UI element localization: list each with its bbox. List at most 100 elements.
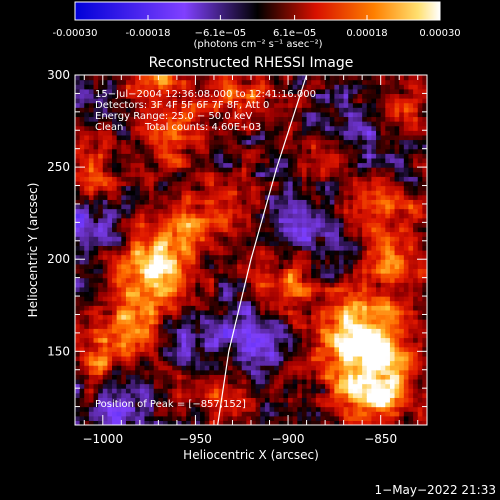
heatmap-cell — [232, 388, 238, 394]
heatmap-cell — [125, 319, 132, 325]
heatmap-cell — [357, 296, 363, 302]
heatmap-cell — [195, 130, 201, 136]
heatmap-cell — [158, 346, 164, 352]
heatmap-cell — [348, 355, 354, 362]
heatmap-cell — [213, 190, 220, 196]
heatmap-cell — [255, 332, 261, 339]
heatmap-cell — [98, 167, 104, 173]
heatmap-cell — [75, 273, 81, 279]
heatmap-cell — [255, 319, 261, 325]
heatmap-cell — [306, 351, 312, 357]
heatmap-cell — [172, 254, 178, 260]
heatmap-cell — [139, 397, 146, 403]
heatmap-cell — [260, 167, 266, 173]
heatmap-cell — [315, 401, 322, 408]
heatmap-cell — [325, 125, 331, 131]
heatmap-cell — [292, 282, 298, 288]
heatmap-cell — [107, 411, 113, 417]
heatmap-cell — [283, 378, 289, 385]
heatmap-cell — [102, 406, 109, 412]
heatmap-cell — [227, 231, 234, 237]
heatmap-cell — [352, 309, 359, 316]
heatmap-cell — [149, 406, 155, 412]
heatmap-cell — [264, 79, 271, 85]
heatmap-cell — [190, 250, 197, 256]
heatmap-cell — [237, 208, 243, 214]
heatmap-cell — [283, 180, 289, 187]
heatmap-cell — [278, 388, 285, 394]
heatmap-cell — [264, 378, 271, 385]
heatmap-cell — [283, 420, 289, 425]
heatmap-cell — [135, 388, 141, 394]
heatmap-cell — [121, 139, 127, 145]
heatmap-cell — [88, 420, 95, 425]
heatmap-cell — [195, 365, 201, 371]
heatmap-cell — [204, 268, 210, 274]
heatmap-cell — [325, 360, 331, 366]
heatmap-cell — [200, 291, 206, 297]
heatmap-cell — [352, 259, 359, 265]
heatmap-cell — [125, 309, 132, 316]
heatmap-cell — [227, 88, 234, 95]
heatmap-cell — [153, 84, 159, 90]
heatmap-cell — [260, 98, 266, 104]
heatmap-cell — [274, 282, 280, 288]
heatmap-cell — [376, 291, 382, 297]
heatmap-cell — [339, 107, 345, 113]
heatmap-cell — [357, 111, 363, 118]
heatmap-cell — [213, 208, 220, 214]
heatmap-cell — [311, 226, 317, 233]
heatmap-cell — [241, 401, 247, 408]
heatmap-cell — [93, 263, 99, 270]
heatmap-cell — [209, 277, 215, 283]
heatmap-cell — [311, 199, 317, 205]
heatmap-cell — [371, 337, 377, 343]
heatmap-cell — [376, 411, 382, 417]
heatmap-cell — [190, 148, 197, 154]
heatmap-cell — [88, 411, 95, 417]
heatmap-cell — [241, 286, 247, 293]
heatmap-cell — [153, 328, 159, 334]
heatmap-cell — [172, 323, 178, 329]
heatmap-cell — [195, 240, 201, 246]
heatmap-cell — [121, 208, 127, 214]
heatmap-cell — [75, 337, 81, 343]
heatmap-cell — [227, 355, 234, 362]
heatmap-cell — [315, 199, 322, 205]
heatmap-cell — [88, 245, 95, 251]
heatmap-cell — [190, 286, 197, 293]
heatmap-cell — [311, 365, 317, 371]
heatmap-cell — [93, 84, 99, 90]
heatmap-cell — [306, 176, 312, 182]
heatmap-cell — [315, 84, 322, 90]
heatmap-cell — [102, 388, 109, 394]
heatmap-cell — [232, 180, 238, 187]
heatmap-cell — [232, 415, 238, 421]
heatmap-cell — [144, 84, 150, 90]
heatmap-cell — [269, 125, 275, 131]
heatmap-cell — [79, 139, 85, 145]
heatmap-cell — [135, 319, 141, 325]
heatmap-cell — [102, 203, 109, 210]
heatmap-cell — [98, 300, 104, 306]
heatmap-cell — [283, 263, 289, 270]
heatmap-cell — [213, 121, 220, 127]
heatmap-cell — [116, 300, 122, 306]
heatmap-cell — [362, 236, 368, 242]
heatmap-cell — [227, 323, 234, 329]
heatmap-cell — [223, 245, 229, 251]
heatmap-cell — [167, 365, 173, 371]
heatmap-cell — [121, 355, 127, 362]
heatmap-cell — [352, 240, 359, 246]
heatmap-cell — [237, 125, 243, 131]
heatmap-cell — [264, 236, 271, 242]
heatmap-cell — [348, 125, 354, 131]
heatmap-cell — [209, 342, 215, 348]
heatmap-cell — [121, 236, 127, 242]
heatmap-cell — [190, 176, 197, 182]
heatmap-cell — [135, 263, 141, 270]
heatmap-cell — [163, 346, 169, 352]
heatmap-cell — [93, 273, 99, 279]
heatmap-cell — [274, 185, 280, 191]
heatmap-cell — [200, 263, 206, 270]
